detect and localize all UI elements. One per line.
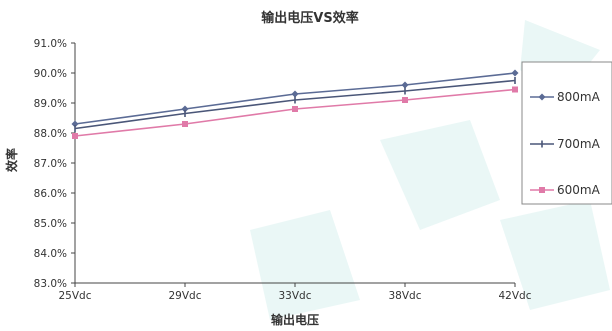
x-tick-label: 25Vdc bbox=[59, 290, 92, 302]
x-tick-label: 42Vdc bbox=[499, 290, 532, 302]
x-tick-label: 29Vdc bbox=[169, 290, 202, 302]
legend-entry-600mA: 600mA bbox=[557, 183, 601, 197]
legend-marker-800mA bbox=[538, 93, 546, 101]
x-tick-label: 33Vdc bbox=[279, 290, 312, 302]
data-point-600mA bbox=[292, 106, 298, 112]
y-tick-label: 87.0% bbox=[34, 158, 67, 170]
y-tick-label: 86.0% bbox=[34, 188, 67, 200]
data-point-600mA bbox=[72, 133, 78, 139]
x-axis-label: 输出电压 bbox=[271, 312, 319, 327]
data-point-800mA bbox=[401, 81, 409, 89]
legend-entry-800mA: 800mA bbox=[557, 90, 601, 104]
data-point-800mA bbox=[181, 105, 189, 113]
y-tick-label: 88.0% bbox=[34, 128, 67, 140]
legend: 800mA 700mA 600mA bbox=[521, 61, 612, 205]
data-point-600mA bbox=[182, 121, 188, 127]
series-line-700mA bbox=[74, 79, 516, 130]
y-tick-label: 83.0% bbox=[34, 278, 67, 290]
data-point-800mA bbox=[291, 90, 299, 98]
y-axis-label: 效率 bbox=[4, 148, 19, 172]
data-point-600mA bbox=[402, 97, 408, 103]
watermark bbox=[250, 20, 610, 320]
y-tick-label: 91.0% bbox=[34, 38, 67, 50]
series-layer bbox=[71, 69, 519, 139]
x-tick-label: 38Vdc bbox=[389, 290, 422, 302]
data-point-600mA bbox=[512, 86, 518, 93]
data-point-800mA bbox=[71, 120, 79, 128]
axes: 83.0% 84.0% 85.0% 86.0% 87.0% 88.0% 89.0% 90.0%… bbox=[34, 38, 532, 302]
y-tick-label: 90.0% bbox=[34, 68, 67, 80]
y-tick-label: 89.0% bbox=[34, 98, 67, 110]
legend-box bbox=[521, 61, 612, 205]
legend-entry-700mA: 700mA bbox=[557, 137, 601, 151]
chart-title: 输出电压VS效率 bbox=[261, 10, 358, 26]
y-tick-label: 85.0% bbox=[34, 218, 67, 230]
data-point-800mA bbox=[511, 69, 519, 77]
y-tick-label: 84.0% bbox=[34, 248, 67, 260]
legend-marker-600mA bbox=[539, 187, 545, 193]
